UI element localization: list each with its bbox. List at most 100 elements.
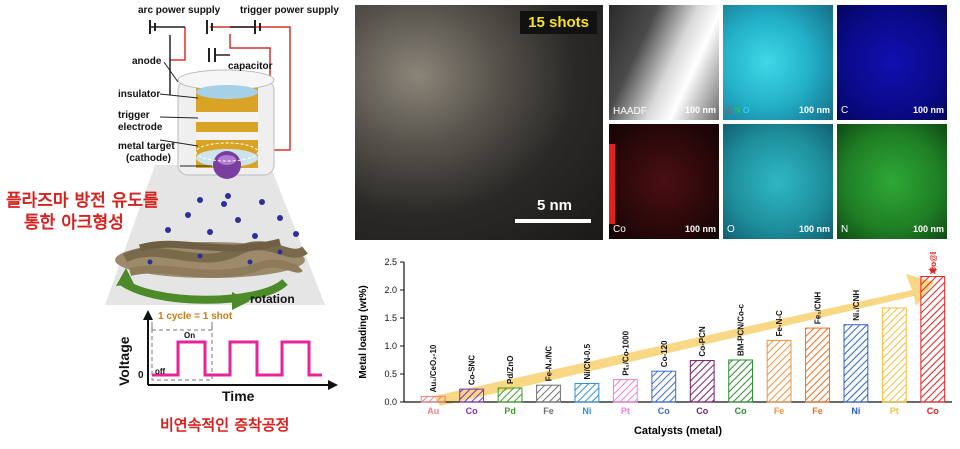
bar (881, 307, 907, 403)
bar (574, 383, 600, 403)
rotation-label: rotation (250, 292, 295, 306)
hrtem-image: 15 shots 5 nm (355, 5, 603, 240)
scale-5nm-label: 5 nm (537, 197, 573, 214)
voltage-axis-label: Voltage (116, 336, 132, 386)
overlay-legend: C N O (727, 106, 750, 115)
cobalt-map: Co 100 nm (609, 124, 719, 239)
carbon-nanofiber-substrate (115, 238, 308, 278)
x-tick-label: Fe (812, 406, 823, 416)
cathode-label: (cathode) (126, 153, 171, 164)
arc-formation-korean-line2: 통한 아크형성 (24, 213, 124, 233)
haadf-label: HAADF (613, 106, 647, 117)
metal-loading-chart-svg: 0.0 0.5 1.0 1.5 2.0 2.5 Metal loading (wt%) Au A… (358, 164, 952, 437)
metal-target-label: metal target (118, 141, 175, 152)
catalyst-label: Au₁/CeO₂-10 (429, 344, 438, 392)
leader-lines (159, 61, 212, 167)
x-axis-label: Catalysts (metal) (634, 425, 722, 437)
catalyst-label: Co-PCN (698, 326, 707, 356)
y-axis-label: Metal loading (wt%) (358, 285, 369, 378)
oxygen-map: O 100 nm (723, 124, 833, 239)
scale-bar-5nm (515, 219, 591, 223)
y-tick-label: 1.5 (384, 313, 397, 323)
catalyst-label: Co-120 (660, 340, 669, 367)
trend-arrow (434, 274, 934, 406)
catalyst-label: Pt₁/Co-1000 (621, 330, 630, 375)
catalyst-label: Ni/CN-0.5 (583, 343, 592, 379)
bar (728, 359, 754, 403)
bar (805, 327, 830, 403)
catalyst-label: Fe-N-C (775, 310, 784, 336)
arc-source-cylinder (177, 69, 275, 179)
bar (497, 387, 523, 403)
bar (459, 388, 485, 403)
x-tick-label: Fe (774, 406, 785, 416)
cobalt-map-label: Co (613, 224, 626, 235)
nitrogen-map: N 100 nm (837, 124, 947, 239)
x-tick-label: Pt (890, 406, 899, 416)
y-tick-label: 2.5 (384, 257, 397, 267)
scale-100nm-label: 100 nm (913, 224, 945, 234)
y-tick-label: 1.0 (384, 341, 397, 351)
arc-formation-korean-line1: 플라즈마 방전 유도를 (6, 191, 159, 211)
x-tick-label: Au (427, 406, 439, 416)
bar (843, 324, 869, 403)
scale-100nm-label: 100 nm (799, 224, 831, 234)
y-tick-label: 0.5 (384, 369, 397, 379)
rotation-arrow (117, 276, 288, 304)
trigger-power-supply-label: trigger power supply (240, 5, 339, 16)
catalyst-label: Co-SNC (468, 355, 477, 385)
schematic (105, 20, 338, 390)
discontinuous-deposition-korean: 비연속적인 증착공정 (160, 416, 290, 434)
capacitor-label: capacitor (228, 61, 273, 72)
y-tick-label: 0.0 (384, 397, 397, 407)
arc-power-supply-label: arc power supply (138, 5, 221, 16)
bar (766, 339, 792, 403)
carbon-map-label: C (841, 105, 849, 116)
bar (651, 370, 677, 403)
x-tick-label: Co (466, 406, 478, 416)
trigger-label: trigger (118, 110, 150, 121)
capacitor-symbol (208, 48, 216, 62)
zero-label: 0 (138, 370, 144, 381)
cycle-label: 1 cycle = 1 shot (158, 311, 233, 322)
x-tick-label: Ni (582, 406, 591, 416)
x-tick-label: Co (735, 406, 747, 416)
catalyst-label: Pd/ZnO (506, 356, 515, 384)
oxygen-map-label: O (727, 224, 735, 235)
haadf-image: HAADF 100 nm (609, 5, 719, 120)
x-tick-label: Pt (621, 406, 630, 416)
arc-power-supply-symbol (149, 20, 213, 34)
catalyst-label: Fe₁/CNH (814, 292, 823, 324)
on-label: On (184, 331, 196, 340)
x-tick-label: Co (658, 406, 670, 416)
electrode-label: electrode (118, 122, 163, 133)
time-axis-label: Time (222, 388, 255, 404)
off-label: off (155, 367, 166, 376)
anode-label: anode (132, 56, 162, 67)
x-tick-label: Co (927, 406, 939, 416)
bar (920, 276, 946, 403)
carbon-map: C 100 nm (837, 5, 947, 120)
voltage-pulse-plot (143, 310, 338, 390)
bar (612, 379, 638, 403)
catalyst-label: BM-PCN/Co-c (737, 303, 746, 356)
bar (420, 395, 446, 403)
eds-overlay-map: C N O 100 nm (723, 5, 833, 120)
scale-100nm-label: 100 nm (685, 224, 717, 234)
shots-label: 15 shots (520, 11, 597, 34)
bar (689, 360, 715, 403)
scale-100nm-label: 100 nm (799, 105, 831, 115)
x-tick-label: Ni (851, 406, 860, 416)
scale-100nm-label: 100 nm (913, 105, 945, 115)
catalyst-label: Ni₁/CNH (852, 290, 861, 321)
nitrogen-map-label: N (841, 224, 849, 235)
y-tick-label: 2.0 (384, 285, 397, 295)
scale-100nm-label: 100 nm (685, 105, 717, 115)
star-icon: ★ (927, 264, 938, 278)
x-tick-label: Fe (543, 406, 554, 416)
x-tick-label: Pd (504, 406, 516, 416)
insulator-label: insulator (118, 89, 161, 100)
x-tick-label: Co (696, 406, 708, 416)
trigger-power-supply-symbol (254, 20, 261, 34)
metal-loading-chart: 0.0 0.5 1.0 1.5 2.0 2.5 Metal loading (wt%) Au A… (352, 164, 956, 444)
